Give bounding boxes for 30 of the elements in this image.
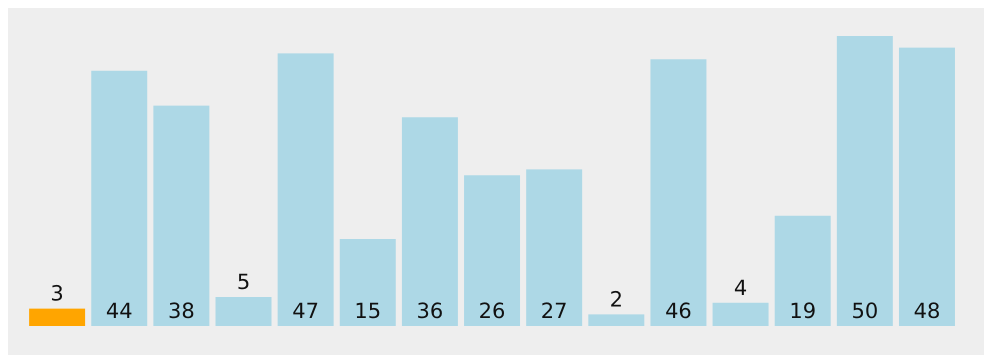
data-label: 4 bbox=[734, 276, 748, 300]
data-label: 15 bbox=[354, 299, 382, 323]
bar bbox=[712, 302, 769, 326]
data-label: 5 bbox=[236, 270, 250, 294]
bar bbox=[402, 117, 458, 326]
bar bbox=[588, 314, 644, 326]
bar bbox=[278, 53, 334, 326]
bar bbox=[216, 297, 272, 326]
data-label: 36 bbox=[416, 299, 444, 323]
data-label: 2 bbox=[610, 287, 623, 312]
bar bbox=[836, 36, 893, 326]
data-label: 50 bbox=[851, 299, 878, 323]
bar bbox=[526, 169, 582, 326]
data-label: 46 bbox=[665, 299, 692, 323]
bar bbox=[774, 216, 831, 326]
data-label: 26 bbox=[478, 299, 506, 323]
data-label: 47 bbox=[292, 299, 320, 323]
bar bbox=[650, 59, 706, 326]
data-label: 38 bbox=[168, 299, 195, 323]
bar bbox=[464, 175, 520, 326]
bar bbox=[29, 308, 86, 326]
bar bbox=[91, 70, 148, 326]
bar bbox=[153, 106, 210, 326]
data-label: 19 bbox=[789, 299, 816, 323]
bar bbox=[898, 48, 955, 326]
bar bbox=[340, 239, 396, 326]
data-label: 3 bbox=[50, 282, 64, 306]
data-label: 48 bbox=[914, 299, 940, 323]
data-label: 44 bbox=[106, 299, 133, 323]
data-label: 27 bbox=[540, 299, 568, 323]
